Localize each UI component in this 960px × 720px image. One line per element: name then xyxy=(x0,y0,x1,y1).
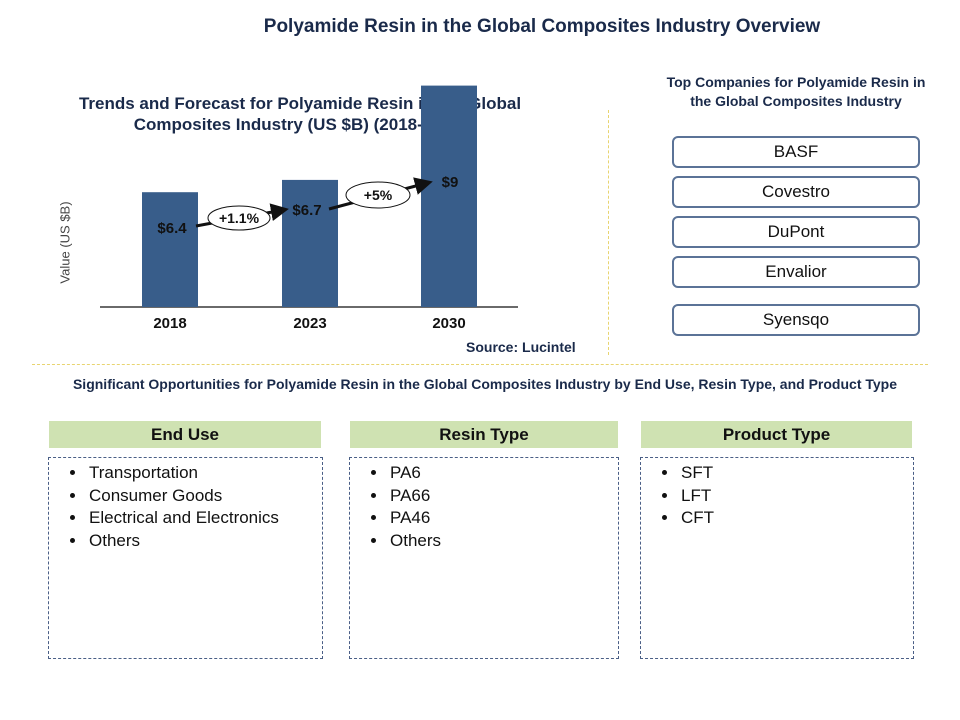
list-item: Electrical and Electronics xyxy=(87,507,322,530)
product-type-header: Product Type xyxy=(641,421,912,448)
list-item: SFT xyxy=(679,462,913,485)
company-box: Envalior xyxy=(672,256,920,288)
data-label: $6.7 xyxy=(292,202,321,219)
company-box: Covestro xyxy=(672,176,920,208)
growth-label: +5% xyxy=(364,187,393,203)
x-tick-label: 2018 xyxy=(153,315,186,332)
list-item: Consumer Goods xyxy=(87,485,322,508)
list-item: PA46 xyxy=(388,507,618,530)
bar-2030 xyxy=(421,85,477,307)
bar-2018 xyxy=(142,192,198,307)
companies-title: Top Companies for Polyamide Resin in the… xyxy=(666,74,926,109)
growth-bubble xyxy=(345,181,411,209)
chart-title: Trends and Forecast for Polyamide Resin … xyxy=(78,94,522,134)
list-item: PA66 xyxy=(388,485,618,508)
list-item: Transportation xyxy=(87,462,322,485)
growth-bubble xyxy=(207,205,271,231)
data-label: $6.4 xyxy=(157,220,187,237)
company-box: DuPont xyxy=(672,216,920,248)
horizontal-divider xyxy=(32,364,928,365)
end-use-header: End Use xyxy=(49,421,321,448)
end-use-list: Transportation Consumer Goods Electrical… xyxy=(48,457,323,659)
company-box: BASF xyxy=(672,136,920,168)
source-note: Source: Lucintel xyxy=(466,339,576,355)
list-item: Others xyxy=(87,530,322,553)
main-title: Polyamide Resin in the Global Composites… xyxy=(263,16,821,37)
bar-2023 xyxy=(282,179,338,307)
list-item: LFT xyxy=(679,485,913,508)
opportunities-title: Significant Opportunities for Polyamide … xyxy=(72,376,898,392)
list-item: Others xyxy=(388,530,618,553)
x-tick-label: 2030 xyxy=(432,315,465,332)
growth-label: +1.1% xyxy=(219,210,260,226)
data-label: $9 xyxy=(442,174,459,191)
company-box: Syensqo xyxy=(672,304,920,336)
resin-type-header: Resin Type xyxy=(350,421,618,448)
product-type-list: SFT LFT CFT xyxy=(640,457,914,659)
list-item: PA6 xyxy=(388,462,618,485)
x-tick-label: 2023 xyxy=(293,315,326,332)
vertical-divider xyxy=(608,110,609,355)
list-item: CFT xyxy=(679,507,913,530)
resin-type-list: PA6 PA66 PA46 Others xyxy=(349,457,619,659)
bar-chart: 2018 2023 2030 $6.4 $6.7 $9 +1.1% +5% xyxy=(100,85,518,332)
